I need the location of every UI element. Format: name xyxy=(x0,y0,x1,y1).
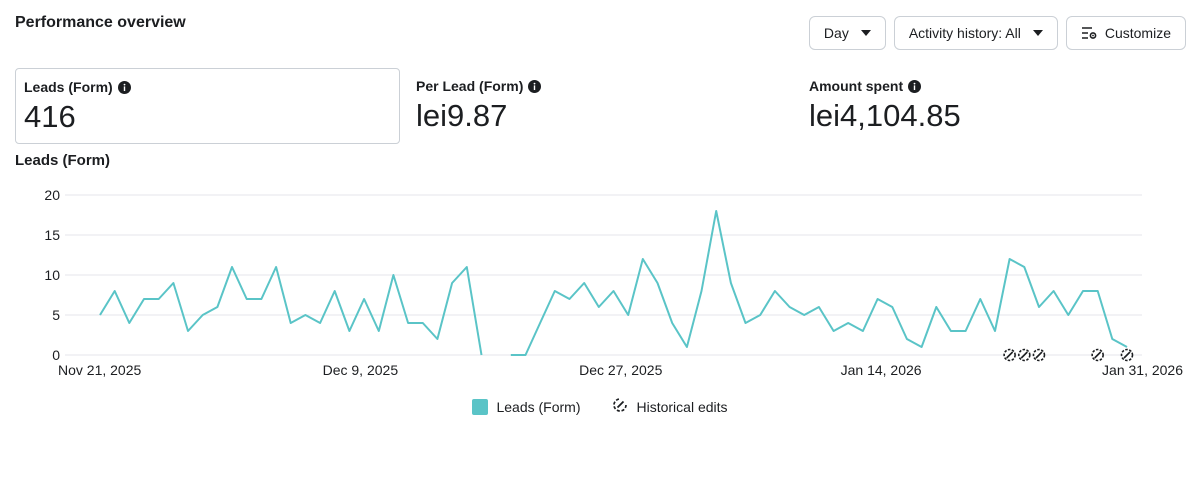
metric-label: Leads (Form) xyxy=(24,79,113,95)
legend-label: Leads (Form) xyxy=(496,398,581,415)
activity-history-dropdown[interactable]: Activity history: All xyxy=(893,16,1058,50)
day-dropdown[interactable]: Day xyxy=(808,16,886,50)
historical-edit-marker[interactable] xyxy=(1091,348,1104,362)
y-tick-label: 20 xyxy=(44,187,60,203)
x-tick-label: Jan 14, 2026 xyxy=(841,362,922,378)
chart-legend: Leads (Form) Historical edits xyxy=(0,396,1200,417)
caret-down-icon xyxy=(860,30,871,36)
metric-label-wrapper: Per Lead (Form) xyxy=(416,78,780,94)
toolbar: Day Activity history: All Customize xyxy=(808,16,1186,50)
x-tick-label: Nov 21, 2025 xyxy=(58,362,141,378)
x-tick-label: Jan 31, 2026 xyxy=(1102,362,1183,378)
series-line-leads xyxy=(510,210,1128,356)
info-icon[interactable] xyxy=(908,79,922,93)
info-icon[interactable] xyxy=(117,80,131,94)
legend-swatch xyxy=(472,398,489,415)
metric-label-wrapper: Leads (Form) xyxy=(24,79,391,95)
metric-card-per-lead[interactable]: Per Lead (Form) lei9.87 xyxy=(408,68,788,144)
series-line-leads xyxy=(99,266,483,356)
historical-edit-marker[interactable] xyxy=(1018,348,1031,362)
activity-history-label: Activity history: All xyxy=(908,25,1021,41)
metric-label-wrapper: Amount spent xyxy=(809,78,1173,94)
customize-button[interactable]: Customize xyxy=(1065,16,1186,50)
page-title: Performance overview xyxy=(15,14,186,31)
y-tick-label: 15 xyxy=(44,227,60,243)
historical-edit-marker[interactable] xyxy=(1120,348,1134,362)
metric-label: Per Lead (Form) xyxy=(416,78,524,94)
caret-down-icon xyxy=(1032,30,1043,36)
historical-edits-icon xyxy=(611,396,629,417)
legend-item-historical-edits[interactable]: Historical edits xyxy=(611,396,728,417)
historical-edit-marker[interactable] xyxy=(1032,348,1046,362)
leads-line-chart: 0 5 10 15 20 Nov 21, 2025 Dec 9, 2025 Dec 27, 2… xyxy=(44,187,1183,378)
metric-value: lei9.87 xyxy=(416,98,508,133)
metric-card-amount-spent[interactable]: Amount spent lei4,104.85 xyxy=(801,68,1181,144)
x-tick-label: Dec 9, 2025 xyxy=(323,362,399,378)
day-dropdown-label: Day xyxy=(823,25,849,41)
y-tick-label: 5 xyxy=(52,307,60,323)
customize-label: Customize xyxy=(1104,25,1171,41)
legend-label: Historical edits xyxy=(636,398,728,415)
metric-value: lei4,104.85 xyxy=(809,98,961,133)
metric-card-leads[interactable]: Leads (Form) 416 xyxy=(15,68,400,144)
y-tick-label: 0 xyxy=(52,347,60,363)
metric-value: 416 xyxy=(24,99,76,134)
x-tick-label: Dec 27, 2025 xyxy=(579,362,662,378)
y-tick-label: 10 xyxy=(44,267,60,283)
chart-title: Leads (Form) xyxy=(15,152,111,169)
info-icon[interactable] xyxy=(528,79,542,93)
metric-label: Amount spent xyxy=(809,78,904,94)
legend-item-leads[interactable]: Leads (Form) xyxy=(472,396,581,417)
customize-settings-icon xyxy=(1081,26,1097,40)
historical-edit-marker[interactable] xyxy=(1003,348,1016,362)
